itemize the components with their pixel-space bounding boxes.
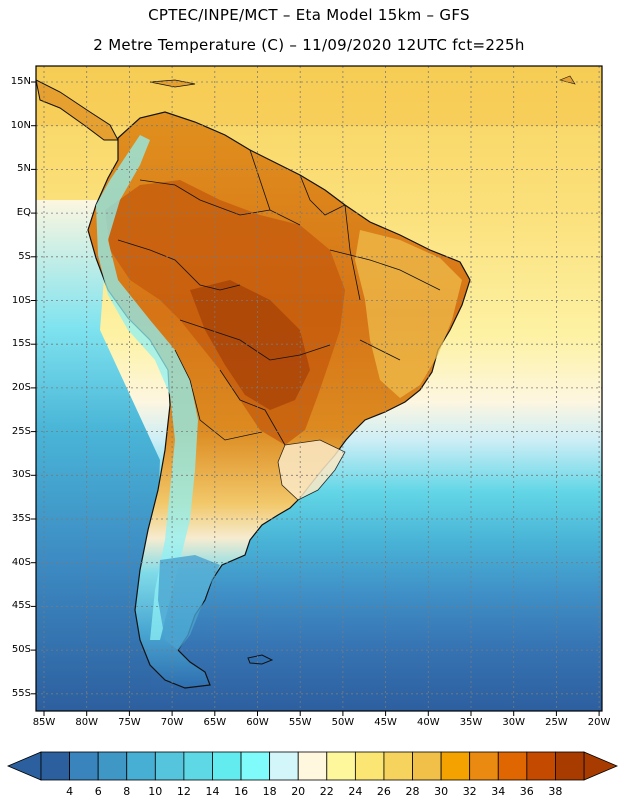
colorbar-label: 32: [462, 785, 477, 798]
lat-label: 25S: [11, 425, 31, 437]
central-america: [36, 79, 119, 141]
colorbar-label: 20: [291, 785, 306, 798]
colorbar-cell: [354, 751, 385, 781]
map-subtitle: 2 Metre Temperature (C) – 11/09/2020 12U…: [93, 36, 525, 54]
colorbar-label: 22: [319, 785, 334, 798]
lon-label: 20W: [587, 717, 611, 728]
colorbar-cell: [240, 751, 271, 781]
colorbar-label: 8: [123, 785, 131, 798]
country-borders: [117, 149, 441, 446]
lon-label: 70W: [160, 717, 184, 728]
northeast-warm-zone: [355, 230, 462, 398]
colorbar-cell: [69, 751, 99, 781]
colorbar-label: 28: [405, 785, 420, 798]
lat-label: 55S: [11, 687, 31, 699]
colorbar-cell: [269, 751, 299, 781]
central-hot-zone: [190, 280, 310, 410]
lat-label: 40S: [11, 556, 31, 568]
lon-label: 45W: [374, 717, 397, 728]
colorbar-cell: [212, 751, 242, 781]
colorbar-cell: [297, 751, 328, 781]
colorbar-label: 10: [148, 785, 163, 798]
colorbar-label: 6: [94, 785, 102, 798]
lat-label: EQ: [16, 207, 31, 219]
lon-label: 60W: [246, 717, 269, 728]
lon-label: 50W: [331, 717, 355, 728]
lat-label: 10S: [11, 294, 31, 306]
lon-label: 55W: [288, 717, 312, 728]
axis-ticks: [31, 81, 600, 716]
colorbar-cell: [440, 751, 471, 781]
colorbar-label: 30: [434, 785, 449, 798]
lon-label: 85W: [32, 717, 56, 728]
lat-label: 5S: [18, 250, 31, 262]
lon-label: 75W: [118, 717, 141, 728]
pacific-ocean: [36, 200, 160, 711]
colorbar-label: 24: [348, 785, 363, 798]
lat-label: 20S: [11, 381, 31, 393]
colorbar-cell: [326, 751, 356, 781]
colorbar-cell: [383, 751, 413, 781]
colorbar-cell: [526, 751, 556, 781]
colorbar-label: 26: [376, 785, 391, 798]
lat-label: 30S: [11, 469, 31, 481]
lat-label: 15N: [10, 76, 31, 87]
colorbar-cell: [126, 751, 156, 781]
colorbar-label: 34: [491, 785, 506, 798]
lon-label: 30W: [502, 717, 525, 728]
lat-label: 10N: [10, 119, 31, 131]
colorbar-right-arrow: [583, 751, 618, 781]
map-frame: [35, 65, 603, 712]
colorbar-label: 14: [205, 785, 220, 798]
colorbar-cell: [97, 751, 128, 781]
colorbar-label: 16: [234, 785, 249, 798]
colorbar-label: 36: [519, 785, 534, 798]
patagonia-cool-zone: [158, 555, 220, 650]
colorbar-cell: [40, 751, 70, 781]
lat-label: 5N: [17, 163, 31, 175]
colorbar-label: 38: [548, 785, 563, 798]
map-title: CPTEC/INPE/MCT – Eta Model 15km – GFS: [148, 6, 470, 24]
colorbar-cell: [183, 751, 213, 781]
lat-label: 15S: [11, 338, 31, 350]
colorbar-cell: [412, 751, 442, 781]
falkland-islands: [247, 654, 274, 665]
colorbar-label: 12: [176, 785, 191, 798]
lat-label: 45S: [11, 600, 31, 612]
colorbar-left-arrow: [6, 751, 42, 781]
lat-label: 50S: [11, 644, 31, 656]
colorbar: [6, 751, 618, 781]
caribbean-warm-area: [36, 66, 602, 126]
lon-label: 35W: [459, 717, 483, 728]
colorbar-cell: [497, 751, 528, 781]
colorbar-cell: [154, 751, 185, 781]
lon-label: 80W: [75, 717, 98, 728]
colorbar-label: 4: [66, 785, 74, 798]
map-gridlines: [36, 66, 602, 711]
lon-label: 25W: [545, 717, 568, 728]
lon-label: 65W: [203, 717, 227, 728]
lon-label: 40W: [416, 717, 440, 728]
colorbar-label: 18: [262, 785, 277, 798]
andes-cold-strip: [96, 135, 198, 640]
colorbar-cell: [469, 751, 499, 781]
colorbar-cell: [555, 751, 585, 781]
lat-label: 35S: [11, 513, 31, 524]
uruguay-region: [277, 439, 346, 501]
